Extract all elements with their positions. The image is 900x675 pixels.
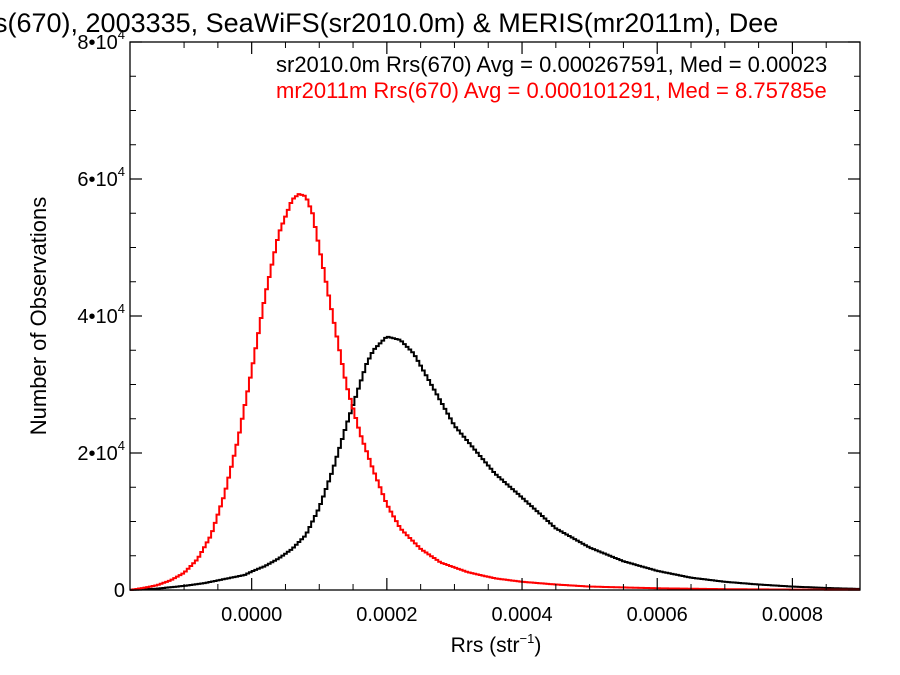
x-tick-label: 0.0006 (627, 604, 688, 626)
x-axis-label-main: Rrs (str (451, 634, 520, 657)
y-tick-label: 8•104 (77, 27, 125, 54)
y-tick-label: 6•104 (77, 164, 125, 191)
x-axis-label-close: ) (534, 634, 541, 657)
x-axis-label: Rrs (str−1) (451, 631, 542, 657)
y-axis-label: Number of Observations (26, 197, 51, 435)
series-sr2010.0m (130, 335, 860, 591)
series-layer (130, 193, 860, 591)
series-line-mr2011m (130, 193, 860, 591)
y-tick-label: 2•104 (77, 438, 125, 465)
x-axis-label-exponent: −1 (520, 631, 535, 646)
plot-frame (129, 41, 861, 591)
y-tick-label: 4•104 (77, 301, 125, 328)
x-tick-label: 0.0008 (762, 604, 823, 626)
series-mr2011m (130, 193, 860, 591)
x-tick-label: 0.0004 (491, 604, 552, 626)
x-tick-label: 0.0000 (221, 604, 282, 626)
annotation-mr2011-stats: mr2011m Rrs(670) Avg = 0.000101291, Med … (276, 78, 827, 103)
series-line-sr2010.0m (130, 335, 860, 591)
annotation-sr2010-stats: sr2010.0m Rrs(670) Avg = 0.000267591, Me… (276, 52, 827, 77)
chart-title: s(670), 2003335, SeaWiFS(sr2010.0m) & ME… (0, 8, 778, 38)
ticks-layer: 0.0000 0.0002 0.0004 0.0006 0.0008 0 2•104 4•10… (77, 27, 861, 626)
y-tick-label: 0 (114, 580, 125, 602)
x-tick-label: 0.0002 (356, 604, 417, 626)
